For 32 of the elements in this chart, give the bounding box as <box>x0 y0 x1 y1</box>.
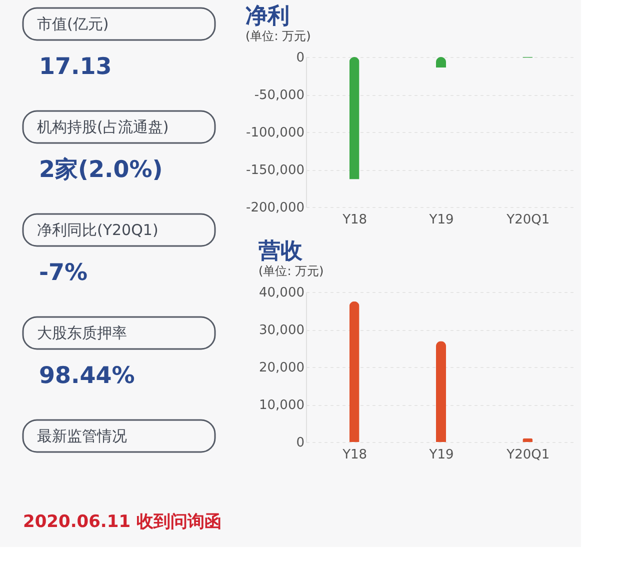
text: 2家(2.0%) <box>39 156 163 183</box>
y-tick-label: 10,000 <box>259 398 304 413</box>
y-tick-label: 40,000 <box>259 286 304 300</box>
x-tick-label: Y18 <box>342 212 368 228</box>
y-tick-label: -150,000 <box>246 163 304 178</box>
text: 市值(亿元) <box>37 15 109 33</box>
bar <box>349 301 360 442</box>
chart-title: 净利 <box>246 4 290 29</box>
text: -7% <box>39 260 88 286</box>
text: 98.44% <box>39 363 135 389</box>
bar <box>436 341 446 442</box>
chart-subtitle: (单位: 万元) <box>258 264 324 278</box>
x-tick-label: Y20Q1 <box>506 448 550 462</box>
text: 大股东质押率 <box>37 324 127 342</box>
chart-title: 营收 <box>258 239 304 264</box>
x-tick-label: Y19 <box>428 448 454 462</box>
y-tick-label: 20,000 <box>259 360 304 376</box>
x-tick-label: Y19 <box>428 212 454 228</box>
y-tick-label: 0 <box>296 436 304 450</box>
y-tick-label: 0 <box>296 50 304 66</box>
text: 净利同比(Y20Q1) <box>37 221 158 239</box>
y-tick-label: -100,000 <box>246 126 304 140</box>
y-tick-label: 30,000 <box>259 323 304 338</box>
text: 17.13 <box>39 54 112 80</box>
x-tick-label: Y20Q1 <box>506 212 550 228</box>
x-tick-label: Y18 <box>342 448 368 462</box>
y-tick-label: -200,000 <box>246 200 304 216</box>
y-tick-label: -50,000 <box>254 88 304 103</box>
chart-subtitle: (单位: 万元) <box>246 29 311 43</box>
text: 2020.06.11 收到问询函 <box>23 512 222 532</box>
text: 机构持股(占流通盘) <box>37 118 169 136</box>
text: 最新监管情况 <box>37 427 127 445</box>
